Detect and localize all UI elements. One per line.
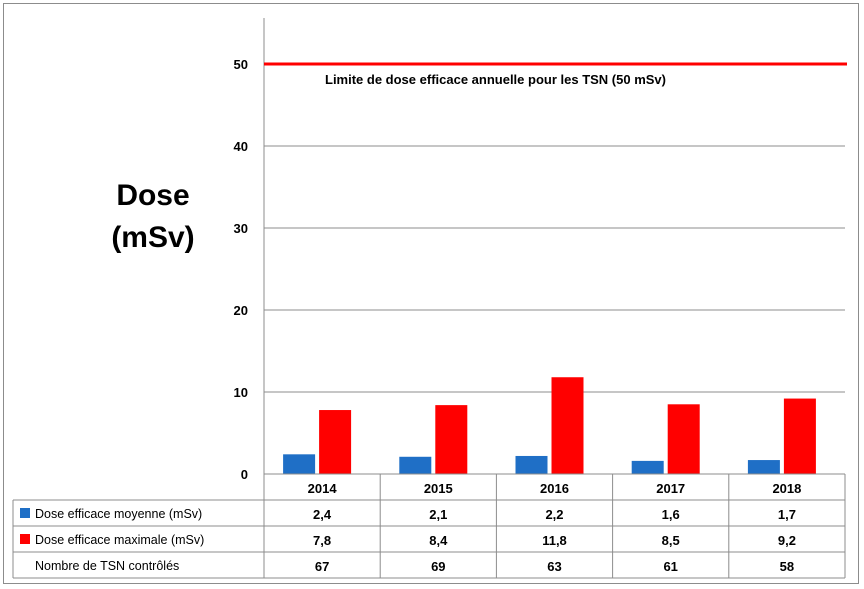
- bar-moyenne-2017: [631, 460, 664, 474]
- bar-maximale-2018: [783, 398, 816, 474]
- legend-label-maximale: Dose efficace maximale (mSv): [35, 533, 204, 547]
- bar-maximale-2016: [551, 377, 584, 474]
- bar-moyenne-2018: [747, 460, 780, 474]
- legend-label-moyenne: Dose efficace moyenne (mSv): [35, 507, 202, 521]
- x-tick-label-2016: 2016: [540, 481, 569, 496]
- bar-maximale-2014: [319, 410, 352, 474]
- y-tick-label-40: 40: [234, 139, 248, 154]
- bar-moyenne-2016: [515, 455, 548, 474]
- x-tick-label-2014: 2014: [308, 481, 338, 496]
- y-tick-label-0: 0: [241, 467, 248, 482]
- table-cell-nombre-tsn-2018: 58: [780, 559, 794, 574]
- data-label-maximale-2015: 8,4: [429, 533, 448, 548]
- y-axis-label: Dose (mSv): [98, 175, 208, 259]
- data-label-moyenne-2016: 2,2: [545, 507, 563, 522]
- data-label-moyenne-2018: 1,7: [778, 507, 796, 522]
- y-tick-label-10: 10: [234, 385, 248, 400]
- x-tick-label-2015: 2015: [424, 481, 453, 496]
- chart-frame: [3, 3, 859, 584]
- bar-moyenne-2015: [399, 456, 432, 474]
- y-axis-label-line-2: (mSv): [111, 221, 195, 254]
- table-cell-nombre-tsn-2017: 61: [663, 559, 677, 574]
- x-tick-label-2017: 2017: [656, 481, 685, 496]
- data-label-moyenne-2015: 2,1: [429, 507, 447, 522]
- y-tick-label-30: 30: [234, 221, 248, 236]
- bar-maximale-2015: [435, 405, 468, 474]
- reference-line-label: Limite de dose efficace annuelle pour le…: [325, 72, 666, 87]
- data-label-moyenne-2014: 2,4: [313, 507, 332, 522]
- y-tick-label-20: 20: [234, 303, 248, 318]
- y-axis-label-line-1: Dose: [116, 179, 190, 212]
- data-label-maximale-2018: 9,2: [778, 533, 796, 548]
- legend-key-moyenne: [20, 508, 30, 518]
- data-label-maximale-2016: 11,8: [542, 533, 567, 548]
- bar-moyenne-2014: [283, 454, 316, 474]
- legend-key-maximale: [20, 534, 30, 544]
- table-cell-nombre-tsn-2014: 67: [315, 559, 329, 574]
- bar-maximale-2017: [667, 404, 700, 474]
- data-label-moyenne-2017: 1,6: [662, 507, 680, 522]
- y-tick-label-50: 50: [234, 57, 248, 72]
- table-row-label-nombre-tsn: Nombre de TSN contrôlés: [35, 559, 179, 573]
- data-label-maximale-2014: 7,8: [313, 533, 331, 548]
- table-cell-nombre-tsn-2015: 69: [431, 559, 445, 574]
- data-label-maximale-2017: 8,5: [662, 533, 680, 548]
- x-tick-label-2018: 2018: [772, 481, 801, 496]
- table-cell-nombre-tsn-2016: 63: [547, 559, 561, 574]
